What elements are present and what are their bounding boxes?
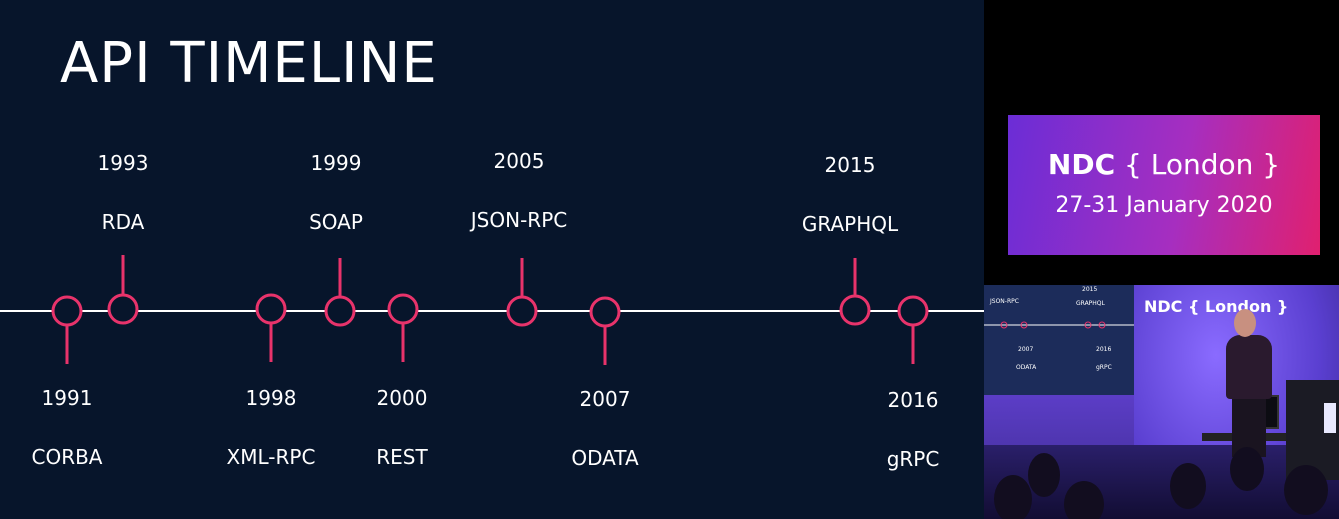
speaker [1226,335,1272,399]
timeline-event-1991: 1991 CORBA [31,295,103,469]
timeline-event-1999: 1999 SOAP [309,151,363,327]
event-name: SOAP [309,210,363,234]
event-name: ODATA [571,446,639,470]
event-year: 2007 [580,387,631,411]
mini-label: ODATA [1016,364,1037,371]
event-name: REST [376,445,428,469]
presentation-slide: API TIMELINE 1993 RDA 1999 SOAP 2005 JSO… [0,0,984,519]
mini-marker [1000,321,1008,329]
event-year: 2015 [825,153,876,177]
timeline-event-2007: 2007 ODATA [571,296,639,470]
event-name: RDA [102,210,145,234]
event-name: GRAPHQL [802,212,899,236]
event-marker [255,293,287,325]
timeline: 1993 RDA 1999 SOAP 2005 JSON-RPC 2015 GR… [0,149,984,471]
speaker-camera-view: JSON-RPC 2015 GRAPHQL 2007 2016 ODATA gR… [984,285,1339,519]
timeline-event-2005: 2005 JSON-RPC [469,149,567,327]
mini-label: 2015 [1082,286,1097,293]
event-year: 1991 [42,386,93,410]
event-marker [897,295,929,327]
mini-marker [1084,321,1092,329]
event-year: 2005 [494,149,545,173]
timeline-event-2015: 2015 GRAPHQL [802,153,899,326]
side-panel: NDC { London } 27-31 January 2020 JSON-R… [984,0,1339,519]
conference-card: NDC { London } 27-31 January 2020 [1008,115,1320,255]
conference-name: NDC [1047,148,1116,181]
event-marker [324,295,356,327]
event-marker [51,295,83,327]
stage-sign: NDC { London } [1144,297,1289,316]
mini-label: 2016 [1096,346,1111,353]
event-year: 1998 [246,386,297,410]
mini-label: JSON-RPC [989,298,1019,305]
audience-head [1170,463,1206,509]
event-marker [387,293,419,325]
event-marker [107,293,139,325]
audience-head [1028,453,1060,497]
conference-title: NDC { London } [1008,151,1320,179]
audience-head [1284,465,1328,515]
event-name: XML-RPC [227,445,316,469]
mini-label: 2007 [1018,346,1033,353]
event-marker [589,296,621,328]
event-year: 1993 [98,151,149,175]
mini-label: gRPC [1096,364,1112,371]
audience-head [1230,447,1264,491]
event-year: 2016 [888,388,939,412]
projected-timeline: JSON-RPC 2015 GRAPHQL 2007 2016 ODATA gR… [984,286,1134,371]
event-year: 1999 [311,151,362,175]
audience-head [1064,481,1104,519]
projected-slide [984,285,1134,395]
mini-marker [1098,321,1106,329]
mini-marker [1020,321,1028,329]
slide-title: API TIMELINE [60,31,438,96]
event-marker [839,294,871,326]
mini-label: GRAPHQL [1076,300,1106,307]
timeline-event-1998: 1998 XML-RPC [227,293,316,469]
audience-head [994,475,1032,519]
event-name: gRPC [887,447,940,471]
podium-light [1324,403,1336,433]
timeline-event-2016: 2016 gRPC [887,295,940,471]
timeline-event-1993: 1993 RDA [98,151,149,325]
conference-dates: 27-31 January 2020 [1055,193,1273,218]
event-name: JSON-RPC [469,208,567,232]
conference-location: { London } [1124,148,1281,181]
timeline-event-2000: 2000 REST [376,293,429,469]
event-name: CORBA [31,445,102,469]
event-year: 2000 [377,386,428,410]
speaker-head [1234,309,1256,337]
event-marker [506,295,538,327]
